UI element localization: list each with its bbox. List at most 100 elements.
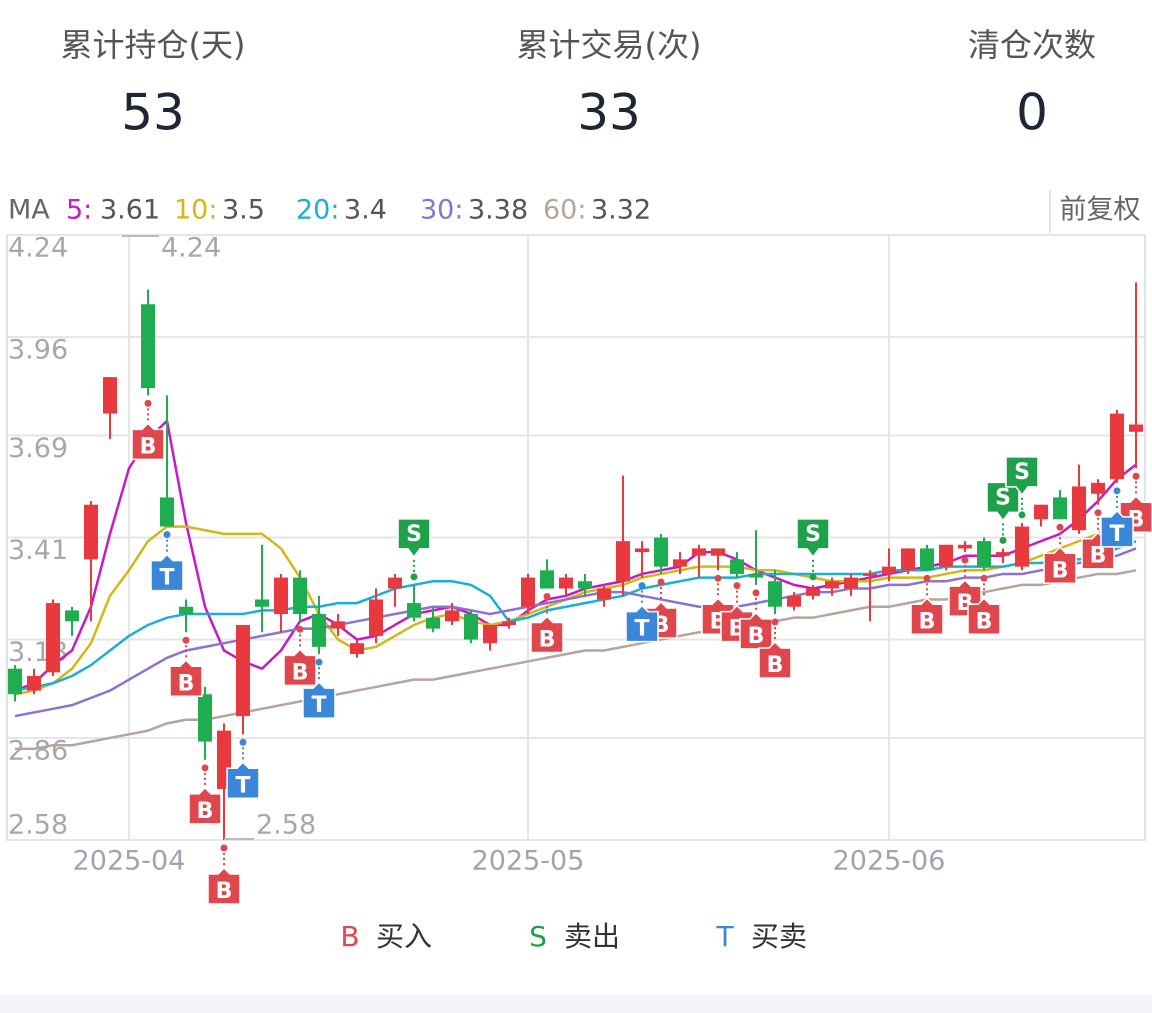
stat-label: 清仓次数 — [968, 26, 1096, 64]
marker-flag — [207, 866, 241, 905]
candle-body — [1072, 486, 1086, 531]
marker-dot — [296, 625, 304, 633]
marker-dot — [657, 578, 665, 586]
marker-letter: B — [767, 653, 784, 678]
candle-body — [141, 304, 155, 389]
marker-letter: B — [748, 624, 765, 649]
x-tick-label: 2025-04 — [73, 846, 186, 877]
candle-body — [369, 599, 383, 636]
marker-dot — [1132, 472, 1140, 480]
candle-body — [958, 544, 972, 549]
marker-flag — [188, 786, 222, 825]
candle-body — [806, 588, 820, 596]
marker-dot — [733, 582, 741, 590]
candle-body — [198, 694, 212, 742]
marker-flag — [758, 640, 792, 679]
y-tick-label: 4.24 — [8, 233, 68, 264]
stat-value: 0 — [1016, 84, 1048, 142]
marker-letter: B — [140, 434, 157, 459]
x-tick-label: 2025-05 — [472, 846, 585, 877]
candle-body — [445, 610, 459, 622]
candle-body — [464, 614, 478, 640]
marker-dot — [182, 636, 190, 644]
candle-body — [863, 573, 877, 576]
candle-body — [27, 675, 41, 691]
candle-body — [654, 537, 668, 567]
ma-value: 3.5 — [222, 195, 265, 226]
marker-letter: T — [235, 773, 250, 798]
ma-value: 3.32 — [591, 195, 651, 226]
marker-flag — [1005, 456, 1039, 497]
trade-marker: T — [1100, 487, 1134, 548]
ma-line — [14, 503, 1137, 696]
candle-body — [255, 599, 269, 607]
candle-body — [692, 548, 706, 556]
trade-marker: B — [207, 844, 241, 905]
legend-label: 买卖 — [751, 920, 807, 953]
candle-body — [616, 541, 630, 582]
marker-letter: S — [1014, 460, 1030, 485]
trade-marker: T — [150, 531, 184, 592]
y-tick-label: 3.41 — [8, 535, 68, 566]
marker-letter: S — [406, 522, 422, 547]
marker-letter: B — [292, 660, 309, 685]
stat-value: 53 — [121, 84, 185, 142]
candle-body — [730, 559, 744, 574]
legend-symbol: S — [529, 920, 547, 953]
marker-letter: B — [216, 879, 233, 904]
marker-dot — [980, 574, 988, 582]
marker-dot — [1094, 509, 1102, 517]
ma-name: 30: — [420, 195, 463, 226]
marker-letter: T — [1109, 522, 1124, 547]
trade-marker: B — [1043, 523, 1077, 585]
marker-letter: T — [159, 566, 174, 591]
candle-body — [293, 577, 307, 615]
adjust-toggle[interactable]: 前复权 — [1060, 195, 1141, 226]
stat-label: 累计交易(次) — [517, 26, 702, 64]
marker-letter: S — [805, 522, 821, 547]
candle-body — [46, 603, 60, 673]
marker-flag — [739, 611, 773, 650]
legend-symbol: B — [340, 920, 359, 953]
marker-flag — [910, 597, 944, 636]
trade-marker: B — [169, 636, 203, 698]
marker-flag — [169, 659, 203, 698]
candle-body — [768, 581, 782, 607]
candle-body — [388, 577, 402, 589]
candle-body — [350, 643, 364, 655]
marker-dot — [961, 556, 969, 564]
candle-body — [1091, 482, 1105, 494]
ma-value: 3.38 — [468, 195, 528, 226]
candle-body — [578, 581, 592, 589]
candle-body — [673, 559, 687, 567]
marker-dot — [220, 844, 228, 852]
candle-body — [312, 614, 326, 647]
trade-marker: B — [739, 589, 773, 650]
y-tick-label: 3.69 — [8, 433, 68, 464]
candle-body — [635, 548, 649, 553]
marker-dot — [410, 573, 418, 581]
trade-marker: S — [397, 518, 431, 581]
marker-flag — [530, 615, 564, 654]
ma-value: 3.61 — [100, 195, 160, 226]
ma-name: 60: — [543, 195, 586, 226]
ma-name: 10: — [174, 195, 217, 226]
stat-label: 累计持仓(天) — [61, 26, 246, 64]
candle-body — [84, 504, 98, 560]
candle-body — [1034, 504, 1048, 520]
ma-name: 5: — [66, 195, 92, 226]
candle-body — [236, 624, 250, 717]
x-tick-label: 2025-06 — [833, 846, 946, 877]
marker-letter: B — [178, 671, 195, 696]
marker-dot — [1018, 511, 1026, 519]
candle-body — [1110, 413, 1124, 480]
marker-letter: B — [976, 609, 993, 634]
ma-line — [14, 547, 1137, 718]
legend-label: 买入 — [376, 920, 432, 953]
marker-dot — [543, 593, 551, 601]
marker-flag — [1100, 509, 1134, 548]
marker-dot — [638, 582, 646, 590]
marker-dot — [1056, 523, 1064, 531]
candle-body — [597, 588, 611, 600]
